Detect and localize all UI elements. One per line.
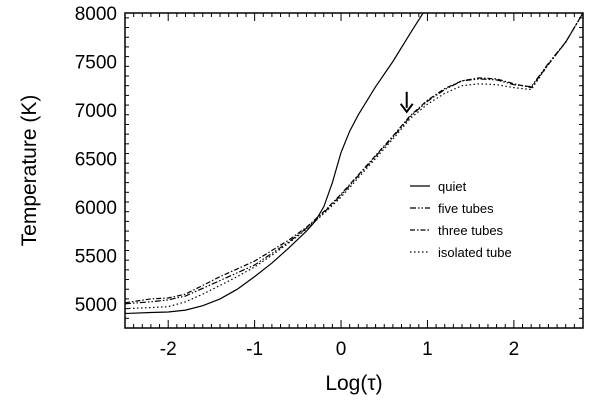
y-tick-label: 6500 <box>75 149 117 170</box>
annotation-layer <box>399 91 414 114</box>
series-line-quiet <box>125 13 424 315</box>
series-line-five-tubes <box>125 13 583 305</box>
legend: quiet five tubes three tubes isolated tube <box>410 179 512 260</box>
y-tick-label: 7000 <box>75 101 117 122</box>
series-line-three-tubes <box>125 13 583 304</box>
x-tick-label: -1 <box>246 339 263 360</box>
x-tick-label: 0 <box>336 339 347 360</box>
legend-label: five tubes <box>438 201 494 216</box>
legend-label: three tubes <box>438 223 504 238</box>
x-tick-label: 1 <box>422 339 433 360</box>
x-axis-label: Log(τ) <box>325 372 382 395</box>
y-tick-label: 8000 <box>75 4 117 25</box>
y-tick-label: 6000 <box>75 198 117 219</box>
arrow-down-icon <box>399 103 414 114</box>
x-tick-label: -2 <box>160 339 177 360</box>
legend-label: isolated tube <box>438 245 512 260</box>
series-layer <box>125 13 583 315</box>
plot-frame <box>124 12 584 329</box>
x-tick-label: 2 <box>509 339 520 360</box>
tick-labels: -2 -1 0 1 2 5000 5500 6000 6500 7000 7500 8000 <box>75 4 519 360</box>
y-axis-label: Temperature (K) <box>18 95 41 247</box>
y-tick-label: 5500 <box>75 246 117 267</box>
y-tick-label: 7500 <box>75 52 117 73</box>
legend-label: quiet <box>438 179 467 194</box>
y-tick-label: 5000 <box>75 295 117 316</box>
